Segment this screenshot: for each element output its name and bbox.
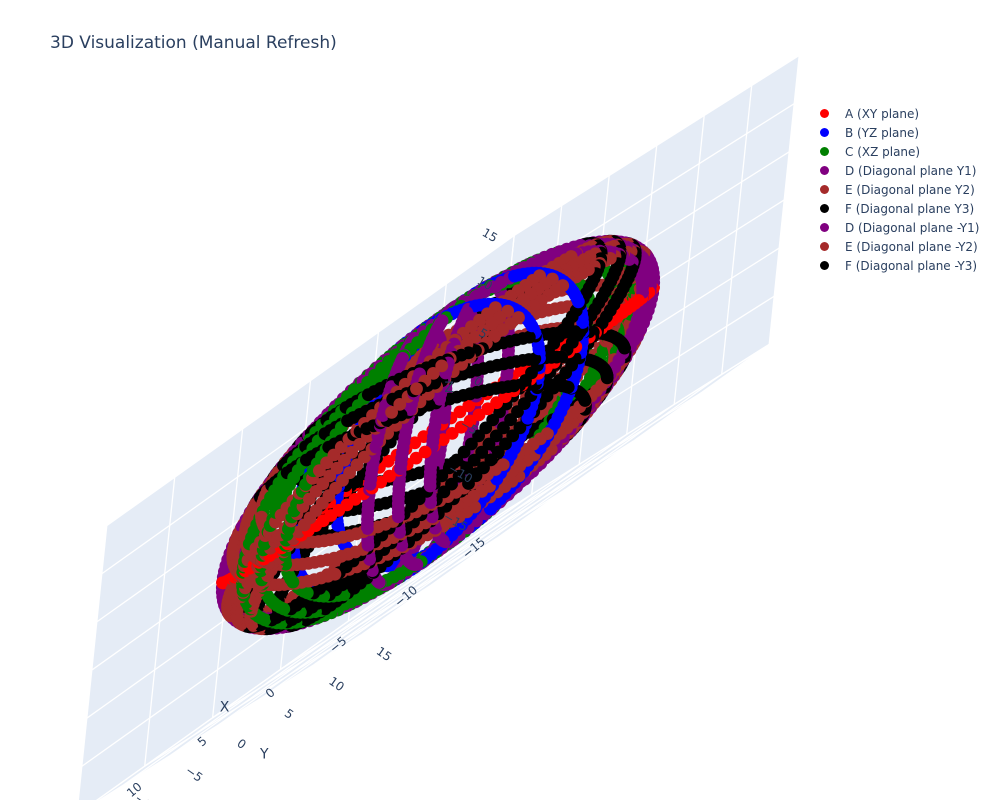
- data-point[interactable]: [353, 437, 366, 451]
- gridline-y: [123, 493, 533, 786]
- data-point[interactable]: [454, 420, 468, 434]
- legend-marker: [820, 147, 829, 156]
- gridline-y: [313, 373, 723, 666]
- axis-titles: X Y Z: [220, 380, 454, 763]
- gridline-z: [513, 54, 800, 237]
- data-point[interactable]: [436, 433, 450, 446]
- gridline-y: [361, 343, 770, 636]
- chart-title: 3D Visualization (Manual Refresh): [50, 33, 337, 53]
- axis-title: Z: [444, 380, 454, 396]
- legend-marker: [820, 109, 829, 118]
- data-point[interactable]: [435, 359, 449, 373]
- legend-marker: [820, 128, 829, 137]
- legend-item[interactable]: E (Diagonal plane -Y2): [812, 237, 979, 256]
- legend-item[interactable]: D (Diagonal plane -Y1): [812, 218, 979, 237]
- legend-label: E (Diagonal plane Y2): [845, 182, 975, 197]
- gridline-z: [503, 151, 790, 333]
- legend-item[interactable]: F (Diagonal plane Y3): [812, 199, 979, 218]
- legend-label: B (YZ plane): [845, 125, 920, 140]
- legend-marker: [820, 223, 829, 232]
- legend-item[interactable]: F (Diagonal plane -Y3): [812, 256, 979, 275]
- z-tick-label: 15: [480, 225, 500, 245]
- data-point[interactable]: [385, 405, 398, 419]
- data-point[interactable]: [393, 398, 407, 411]
- legend-label: D (Diagonal plane Y1): [845, 163, 977, 178]
- data-point[interactable]: [418, 445, 432, 459]
- data-point[interactable]: [463, 414, 477, 428]
- data-point[interactable]: [410, 382, 423, 396]
- x-tick-label: 5: [195, 734, 210, 750]
- gridline-y: [171, 463, 580, 756]
- gridline-z: [483, 343, 770, 525]
- legend: A (XY plane) B (YZ plane) C (XZ plane) D (D…: [812, 104, 979, 275]
- y-tick-label: 5: [282, 706, 296, 722]
- legend-item[interactable]: E (Diagonal plane Y2): [812, 180, 979, 199]
- legend-marker: [820, 242, 829, 251]
- gridline-y: [266, 403, 675, 696]
- legend-marker: [820, 261, 829, 270]
- legend-item[interactable]: D (Diagonal plane Y1): [812, 161, 979, 180]
- data-point[interactable]: [345, 445, 359, 459]
- data-point[interactable]: [426, 367, 440, 380]
- data-point[interactable]: [408, 436, 422, 450]
- y-tick-label: −10: [132, 791, 161, 800]
- data-points: [215, 234, 661, 636]
- legend-item[interactable]: A (XY plane): [812, 104, 979, 123]
- data-point[interactable]: [467, 453, 481, 467]
- legend-item[interactable]: B (YZ plane): [812, 123, 979, 142]
- legend-marker: [820, 166, 829, 175]
- gridline-y: [218, 433, 628, 726]
- data-point[interactable]: [358, 450, 371, 464]
- z-tick-label: 10: [475, 273, 495, 293]
- y-tick-label: 15: [374, 644, 395, 664]
- legend-label: D (Diagonal plane -Y1): [845, 220, 980, 235]
- axis-title: X: [220, 700, 230, 716]
- legend-marker: [820, 185, 829, 194]
- y-tick-label: −5: [183, 763, 206, 785]
- y-tick-label: 0: [234, 736, 248, 752]
- gridline-z: [106, 234, 515, 527]
- legend-label: E (Diagonal plane -Y2): [845, 239, 978, 254]
- data-point[interactable]: [445, 427, 459, 440]
- y-tick-label: 10: [326, 674, 347, 694]
- data-point[interactable]: [334, 440, 348, 454]
- data-point[interactable]: [453, 405, 467, 419]
- data-point[interactable]: [452, 469, 466, 483]
- legend-item[interactable]: C (XZ plane): [812, 142, 979, 161]
- data-point[interactable]: [445, 477, 458, 491]
- legend-marker: [820, 204, 829, 213]
- data-point[interactable]: [460, 461, 474, 475]
- legend-label: F (Diagonal plane Y3): [845, 201, 975, 216]
- legend-label: F (Diagonal plane -Y3): [845, 258, 978, 273]
- legend-label: C (XZ plane): [845, 144, 921, 159]
- axis-title: Y: [259, 747, 269, 763]
- legend-label: A (XY plane): [845, 106, 920, 121]
